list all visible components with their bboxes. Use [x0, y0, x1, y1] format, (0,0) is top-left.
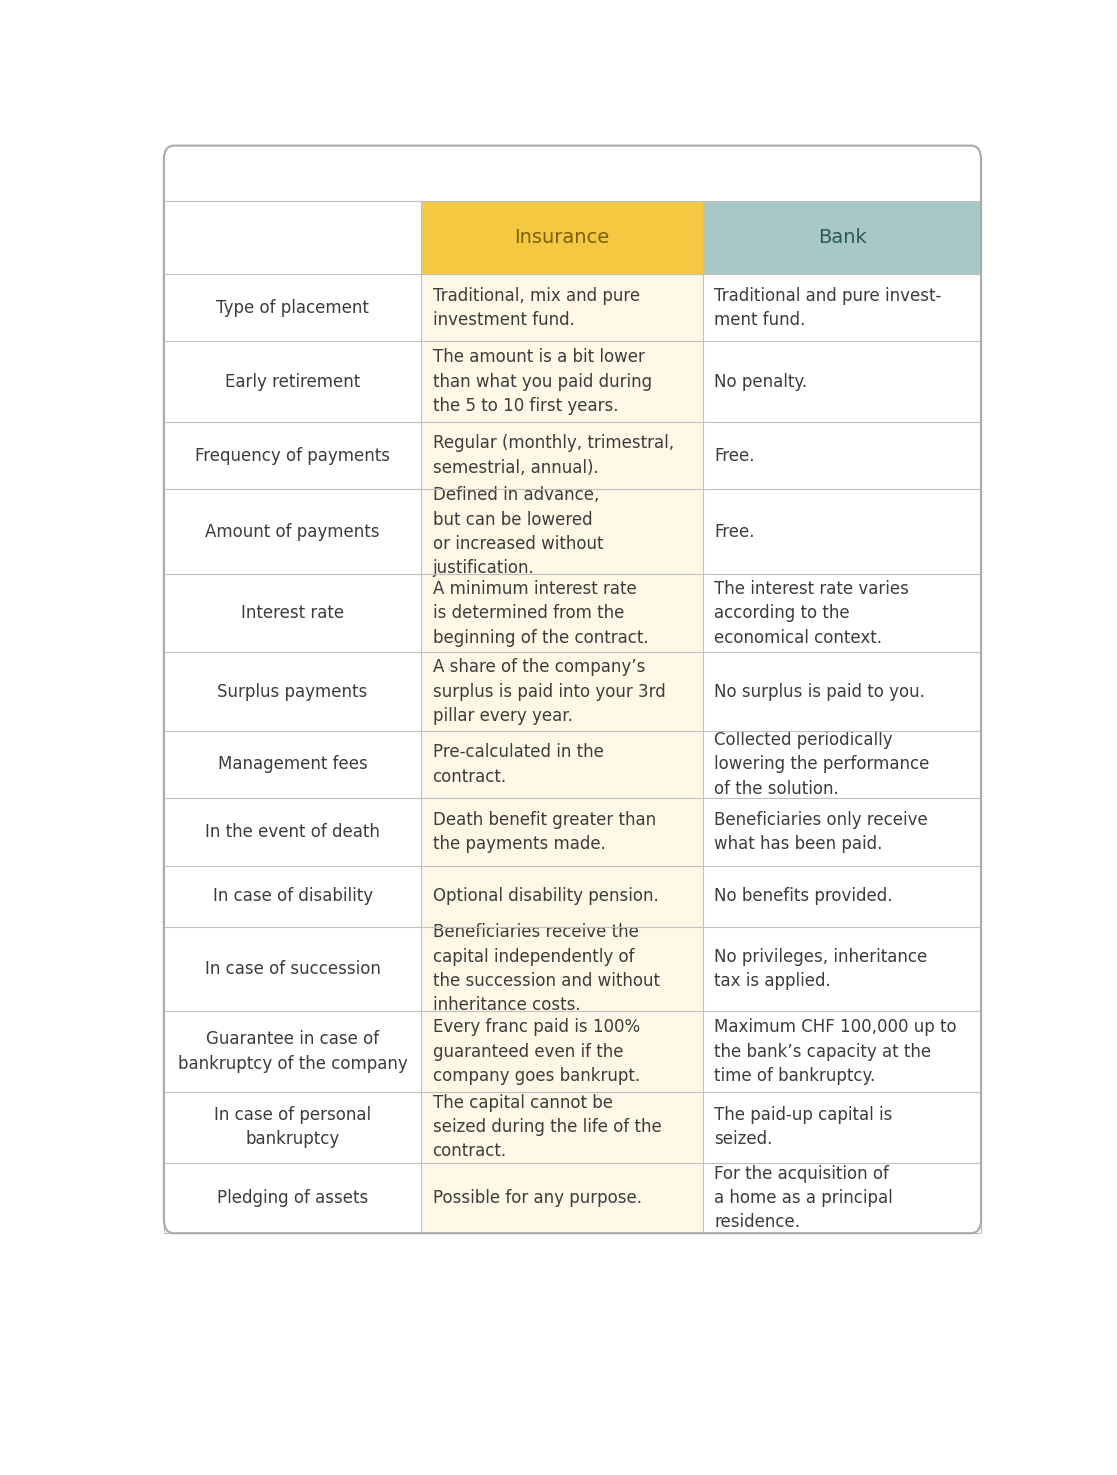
Text: The capital cannot be
seized during the life of the
contract.: The capital cannot be seized during the … [432, 1094, 661, 1161]
Bar [421, 574, 704, 652]
Bar [704, 274, 981, 341]
Text: A share of the company’s
surplus is paid into your 3rd
pillar every year.: A share of the company’s surplus is paid… [432, 658, 666, 724]
Text: Death benefit greater than
the payments made.: Death benefit greater than the payments … [432, 811, 656, 853]
Bar [164, 926, 421, 1012]
Bar [164, 1162, 421, 1233]
Text: The paid-up capital is
seized.: The paid-up capital is seized. [715, 1106, 892, 1149]
Text: Amount of payments: Amount of payments [206, 522, 380, 541]
Bar [164, 201, 421, 274]
Bar [164, 422, 421, 490]
Text: Beneficiaries receive the
capital independently of
the succession and without
in: Beneficiaries receive the capital indepe… [432, 923, 659, 1015]
Text: Optional disability pension.: Optional disability pension. [432, 886, 658, 906]
Bar [164, 730, 421, 798]
Text: Surplus payments: Surplus payments [218, 683, 367, 701]
Bar [164, 490, 421, 574]
Text: Guarantee in case of
bankruptcy of the company: Guarantee in case of bankruptcy of the c… [178, 1031, 408, 1072]
Bar [164, 274, 421, 341]
Text: Possible for any purpose.: Possible for any purpose. [432, 1189, 641, 1207]
Bar [704, 866, 981, 926]
Text: In the event of death: In the event of death [206, 823, 380, 841]
Text: Collected periodically
lowering the performance
of the solution.: Collected periodically lowering the perf… [715, 732, 929, 798]
Text: No penalty.: No penalty. [715, 373, 808, 391]
Text: No surplus is paid to you.: No surplus is paid to you. [715, 683, 925, 701]
Bar [704, 574, 981, 652]
Bar [164, 574, 421, 652]
Bar [421, 201, 704, 274]
Bar [164, 866, 421, 926]
Bar [704, 1012, 981, 1092]
Text: No benefits provided.: No benefits provided. [715, 886, 892, 906]
Text: Maximum CHF 100,000 up to
the bank’s capacity at the
time of bankruptcy.: Maximum CHF 100,000 up to the bank’s cap… [715, 1018, 957, 1086]
Text: Pledging of assets: Pledging of assets [217, 1189, 369, 1207]
Text: Insurance: Insurance [515, 229, 610, 246]
Bar [421, 866, 704, 926]
Text: Type of placement: Type of placement [216, 298, 369, 317]
Bar [164, 798, 421, 866]
Bar [704, 730, 981, 798]
Text: In case of succession: In case of succession [204, 960, 381, 978]
Text: Every franc paid is 100%
guaranteed even if the
company goes bankrupt.: Every franc paid is 100% guaranteed even… [432, 1018, 640, 1086]
Bar [421, 274, 704, 341]
Text: Early retirement: Early retirement [225, 373, 360, 391]
Bar [704, 341, 981, 422]
Text: Defined in advance,
but can be lowered
or increased without
justification.: Defined in advance, but can be lowered o… [432, 487, 603, 577]
Bar [421, 1012, 704, 1092]
Bar [421, 490, 704, 574]
Bar [704, 490, 981, 574]
Text: A minimum interest rate
is determined from the
beginning of the contract.: A minimum interest rate is determined fr… [432, 580, 648, 646]
Bar [704, 652, 981, 730]
Text: The interest rate varies
according to the
economical context.: The interest rate varies according to th… [715, 580, 909, 646]
Text: No privileges, inheritance
tax is applied.: No privileges, inheritance tax is applie… [715, 948, 928, 990]
Bar [704, 926, 981, 1012]
Bar [421, 422, 704, 490]
Text: In case of personal
bankruptcy: In case of personal bankruptcy [214, 1106, 371, 1149]
Text: The amount is a bit lower
than what you paid during
the 5 to 10 first years.: The amount is a bit lower than what you … [432, 348, 651, 414]
Bar [164, 1012, 421, 1092]
Bar [421, 652, 704, 730]
Bar [421, 341, 704, 422]
Bar [704, 1092, 981, 1162]
Text: Frequency of payments: Frequency of payments [195, 447, 390, 465]
Text: For the acquisition of
a home as a principal
residence.: For the acquisition of a home as a princ… [715, 1165, 894, 1232]
Bar [421, 730, 704, 798]
Text: Regular (monthly, trimestral,
semestrial, annual).: Regular (monthly, trimestral, semestrial… [432, 435, 674, 476]
Text: Free.: Free. [715, 447, 755, 465]
Text: In case of disability: In case of disability [212, 886, 373, 906]
Text: Beneficiaries only receive
what has been paid.: Beneficiaries only receive what has been… [715, 811, 928, 853]
Text: Traditional, mix and pure
investment fund.: Traditional, mix and pure investment fun… [432, 286, 640, 329]
Bar [421, 798, 704, 866]
Text: Management fees: Management fees [218, 755, 367, 773]
Bar [704, 798, 981, 866]
Bar [164, 1092, 421, 1162]
Text: Free.: Free. [715, 522, 755, 541]
Text: Interest rate: Interest rate [241, 605, 344, 622]
Bar [164, 341, 421, 422]
Text: Pre-calculated in the
contract.: Pre-calculated in the contract. [432, 743, 603, 786]
Bar [164, 652, 421, 730]
Bar [704, 201, 981, 274]
Bar [421, 1162, 704, 1233]
Bar [704, 422, 981, 490]
Bar [421, 926, 704, 1012]
Bar [704, 1162, 981, 1233]
Text: Bank: Bank [818, 229, 867, 246]
Bar [421, 1092, 704, 1162]
Text: Traditional and pure invest-
ment fund.: Traditional and pure invest- ment fund. [715, 286, 942, 329]
